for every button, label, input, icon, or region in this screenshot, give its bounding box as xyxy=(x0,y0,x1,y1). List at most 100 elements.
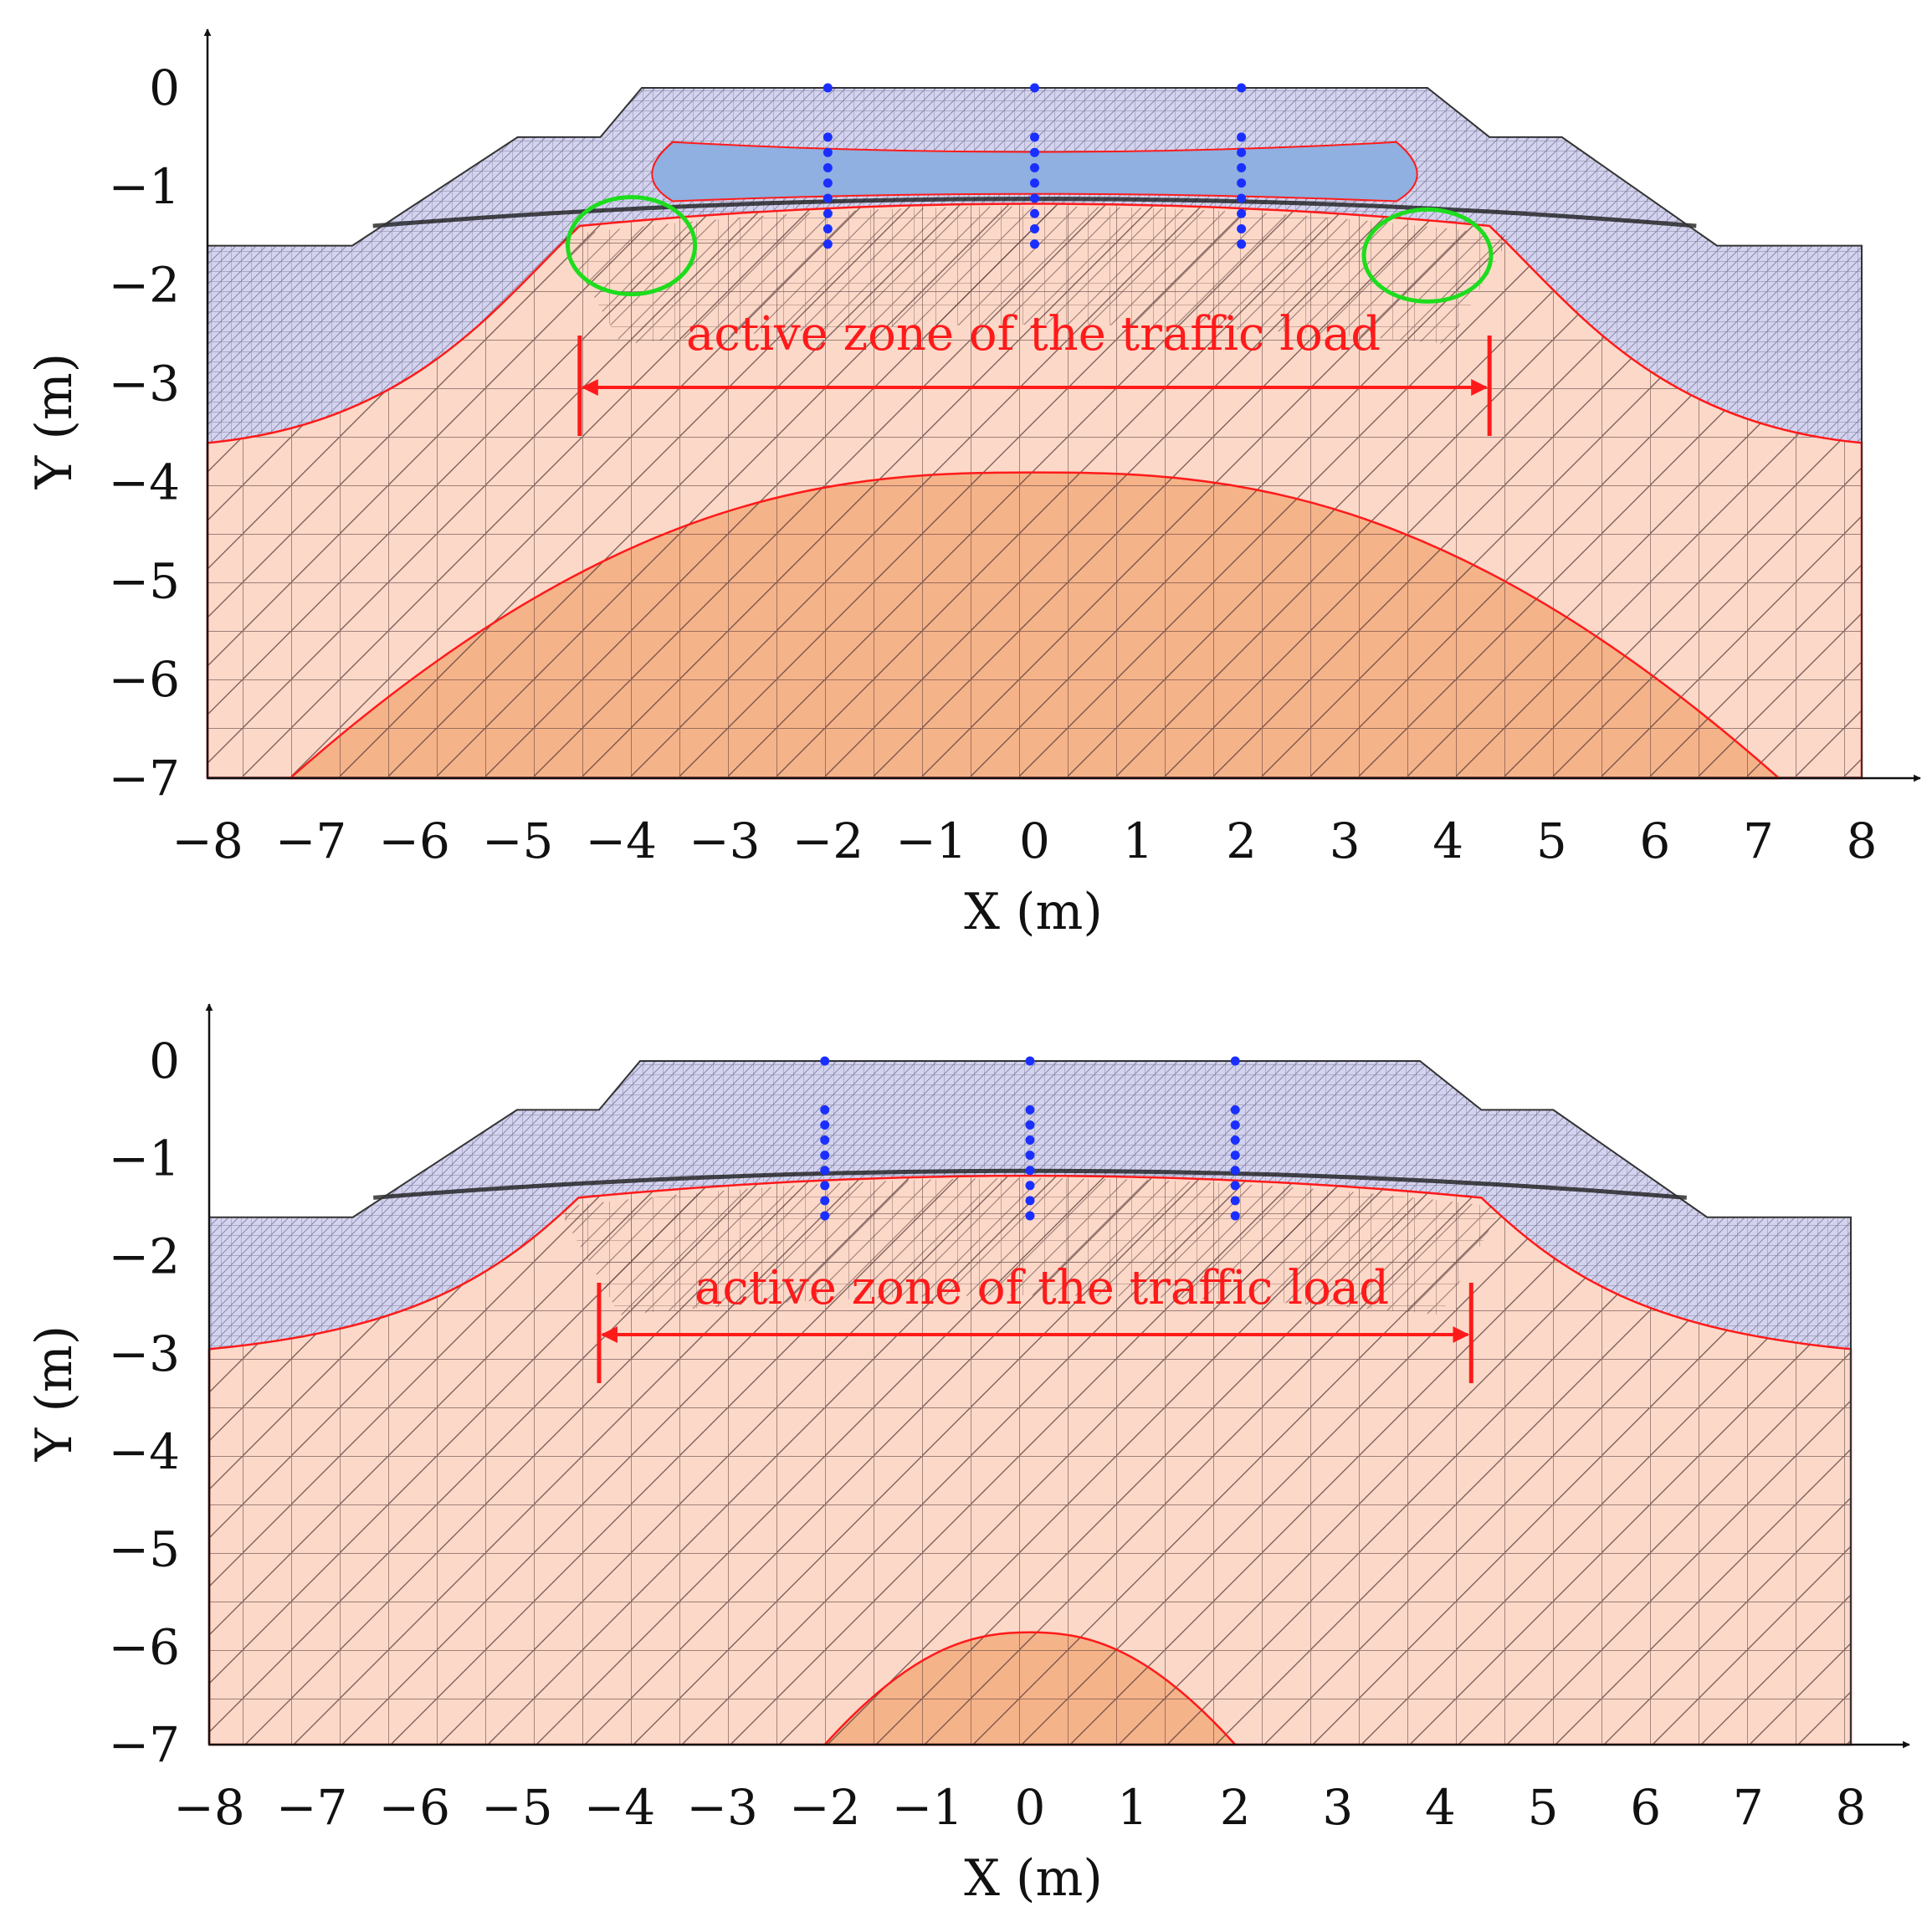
sensor-point xyxy=(1237,83,1247,93)
y-tick-label: 0 xyxy=(149,59,180,116)
x-tick-label: −3 xyxy=(689,812,761,869)
sensor-point xyxy=(823,193,833,203)
x-tick-label: 5 xyxy=(1528,1779,1559,1836)
sensor-point xyxy=(1237,178,1247,188)
sensor-point xyxy=(1025,1166,1035,1176)
y-tick-label: −5 xyxy=(109,1521,181,1578)
y-axis-ticks: 0 −1 −2 −3 −4 −5 −6 −7 xyxy=(109,59,181,807)
sensor-point xyxy=(823,147,833,157)
x-tick-label: −1 xyxy=(892,1779,964,1836)
sensor-point xyxy=(820,1151,830,1161)
sensor-point xyxy=(820,1196,830,1206)
y-tick-label: −3 xyxy=(109,1325,181,1382)
y-tick-label: −6 xyxy=(109,651,181,708)
sensor-point xyxy=(1237,239,1247,249)
x-tick-label: −4 xyxy=(584,1779,656,1836)
x-tick-label: 3 xyxy=(1330,812,1361,869)
x-tick-label: 8 xyxy=(1836,1779,1867,1836)
y-tick-label: −2 xyxy=(109,1228,181,1284)
sensor-point xyxy=(1230,1056,1240,1066)
x-tick-label: −7 xyxy=(276,1779,348,1836)
y-tick-label: −3 xyxy=(109,356,181,413)
x-tick-label: 1 xyxy=(1123,812,1154,869)
subgrade-dense-mesh xyxy=(557,1178,1503,1315)
x-tick-label: −3 xyxy=(686,1779,758,1836)
x-tick-label: −2 xyxy=(792,812,864,869)
sensor-point xyxy=(1030,83,1039,93)
sensor-point xyxy=(823,132,833,142)
mesh-layers xyxy=(205,1003,1910,1749)
saturated-core-boundary xyxy=(822,1631,1238,1746)
sensor-point xyxy=(823,208,833,218)
sensor-point xyxy=(820,1135,830,1146)
y-tick-label: −2 xyxy=(109,257,181,314)
x-tick-label: 3 xyxy=(1322,1779,1353,1836)
sensor-point xyxy=(823,178,833,188)
x-tick-label: 6 xyxy=(1639,812,1670,869)
sensor-point xyxy=(820,1211,830,1221)
sensor-point xyxy=(1230,1135,1240,1146)
active-zone-annotation: active zone of the traffic load xyxy=(694,1261,1389,1315)
x-tick-label: 1 xyxy=(1117,1779,1148,1836)
sensor-point xyxy=(820,1166,830,1176)
sensor-point xyxy=(1025,1135,1035,1146)
sensor-point xyxy=(1025,1105,1035,1115)
sensor-point xyxy=(1025,1196,1035,1206)
sensor-point xyxy=(823,83,833,93)
mesh-layers xyxy=(203,28,1921,782)
y-tick-label: −7 xyxy=(109,1716,181,1773)
x-tick-label: 7 xyxy=(1743,812,1774,869)
sensor-point xyxy=(1030,224,1039,234)
y-tick-label: −5 xyxy=(109,552,181,609)
x-tick-label: −4 xyxy=(586,812,658,869)
x-tick-label: 2 xyxy=(1220,1779,1251,1836)
saturated-core-boundary xyxy=(287,471,1782,780)
x-tick-label: −8 xyxy=(172,812,243,869)
sensor-point xyxy=(1230,1181,1240,1191)
wetting-zone-mesh xyxy=(209,1176,1851,1745)
sensor-point xyxy=(1025,1120,1035,1130)
x-tick-label: −6 xyxy=(378,812,450,869)
subgrade-dense-mesh xyxy=(559,206,1510,345)
x-tick-label: −6 xyxy=(379,1779,451,1836)
x-tick-label: −8 xyxy=(173,1779,245,1836)
y-axis-label: Y (m) xyxy=(25,353,84,490)
y-tick-label: −1 xyxy=(109,1130,181,1187)
y-tick-label: −4 xyxy=(109,454,181,510)
sensor-point xyxy=(823,239,833,249)
sensor-point xyxy=(1030,132,1039,142)
y-axis-label: Y (m) xyxy=(25,1325,84,1462)
sensor-point xyxy=(820,1120,830,1130)
sensor-point xyxy=(1030,193,1039,203)
sensor-point xyxy=(1030,178,1039,188)
sensor-point xyxy=(1230,1196,1240,1206)
saturated-core-mesh xyxy=(824,1632,1236,1745)
x-tick-label: −2 xyxy=(789,1779,861,1836)
sensor-point xyxy=(1230,1120,1240,1130)
x-axis-label: X (m) xyxy=(964,883,1103,941)
panel-bottom: −8 −7 −6 −5 −4 −3 −2 −1 0 1 2 3 4 5 6 7 8 0−1−2−3−4−5−6−… xyxy=(25,1003,1910,1908)
sensor-point xyxy=(1237,162,1247,172)
x-axis-ticks: −8 −7 −6 −5 −4 −3 −2 −1 0 1 2 3 4 5 6 7 8 xyxy=(173,1779,1866,1836)
sensor-point xyxy=(1030,239,1039,249)
sensor-point xyxy=(1237,147,1247,157)
x-tick-label: 4 xyxy=(1425,1779,1456,1836)
sensor-point xyxy=(1237,208,1247,218)
sensor-point xyxy=(1025,1151,1035,1161)
active-zone-annotation: active zone of the traffic load xyxy=(686,307,1381,361)
x-axis-ticks: −8 −7 −6 −5 −4 −3 −2 −1 0 1 2 3 4 5 6 7 8 xyxy=(172,812,1877,869)
sensor-point xyxy=(820,1105,830,1115)
saturated-core-mesh xyxy=(290,472,1780,778)
sensor-point xyxy=(823,224,833,234)
sensor-point xyxy=(1230,1211,1240,1221)
sensor-point xyxy=(1237,132,1247,142)
x-tick-label: −7 xyxy=(275,812,347,869)
panel-top: −8 −7 −6 −5 −4 −3 −2 −1 0 1 2 3 4 5 6 7 8 0−1−2−3−4−5−6−… xyxy=(25,28,1921,941)
x-tick-label: −5 xyxy=(482,812,554,869)
x-tick-label: 0 xyxy=(1015,1779,1046,1836)
sensor-point xyxy=(1230,1166,1240,1176)
x-tick-label: 0 xyxy=(1019,812,1050,869)
sensor-point xyxy=(1237,193,1247,203)
sensor-point xyxy=(1230,1105,1240,1115)
